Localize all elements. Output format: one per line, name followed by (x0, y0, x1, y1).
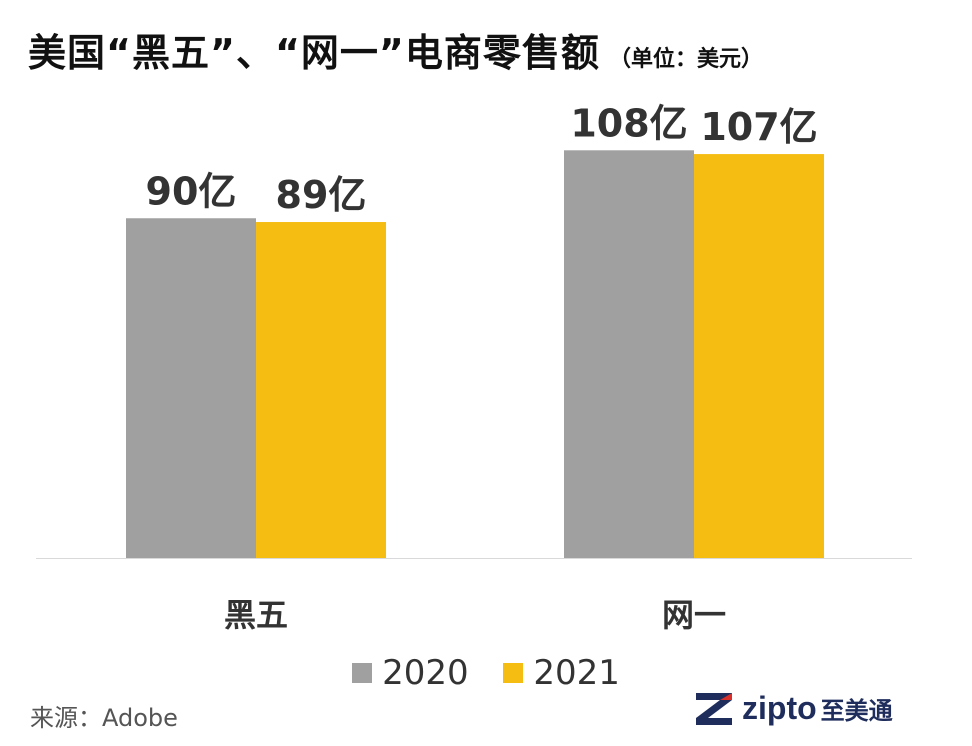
data-label-2020-0: 90亿 (146, 169, 237, 213)
source-note: 来源：Adobe (30, 704, 178, 732)
bar-2020-1 (564, 150, 694, 559)
title-block: 美国“黑五”、“网一”电商零售额 （单位：美元） (28, 22, 763, 77)
data-label-2021-1: 107亿 (700, 105, 817, 149)
zipto-logo: zipto 至美通 (694, 690, 893, 727)
legend-swatch-2020 (352, 663, 373, 683)
bar-2020-0 (126, 218, 256, 558)
logo-wordmark: zipto (742, 690, 817, 726)
category-label-0: 黑五 (224, 596, 288, 634)
legend: 2020 2021 (0, 652, 972, 693)
legend-swatch-2021 (503, 663, 524, 683)
category-label-1: 网一 (662, 596, 726, 634)
zipto-logo-icon (696, 692, 732, 725)
data-label-2021-0: 89亿 (276, 173, 367, 217)
legend-item-2021: 2021 (503, 653, 620, 693)
legend-item-2020: 2020 (352, 653, 469, 693)
legend-label-2021: 2021 (533, 653, 620, 693)
data-label-2020-1: 108亿 (570, 101, 687, 145)
bar-2021-0 (256, 222, 386, 558)
chart-title: 美国“黑五”、“网一”电商零售额 (28, 31, 600, 75)
chart-subtitle: （单位：美元） (609, 47, 764, 72)
legend-label-2020: 2020 (382, 653, 469, 693)
logo-chinese-name: 至美通 (820, 697, 893, 725)
bar-2021-1 (694, 154, 824, 558)
